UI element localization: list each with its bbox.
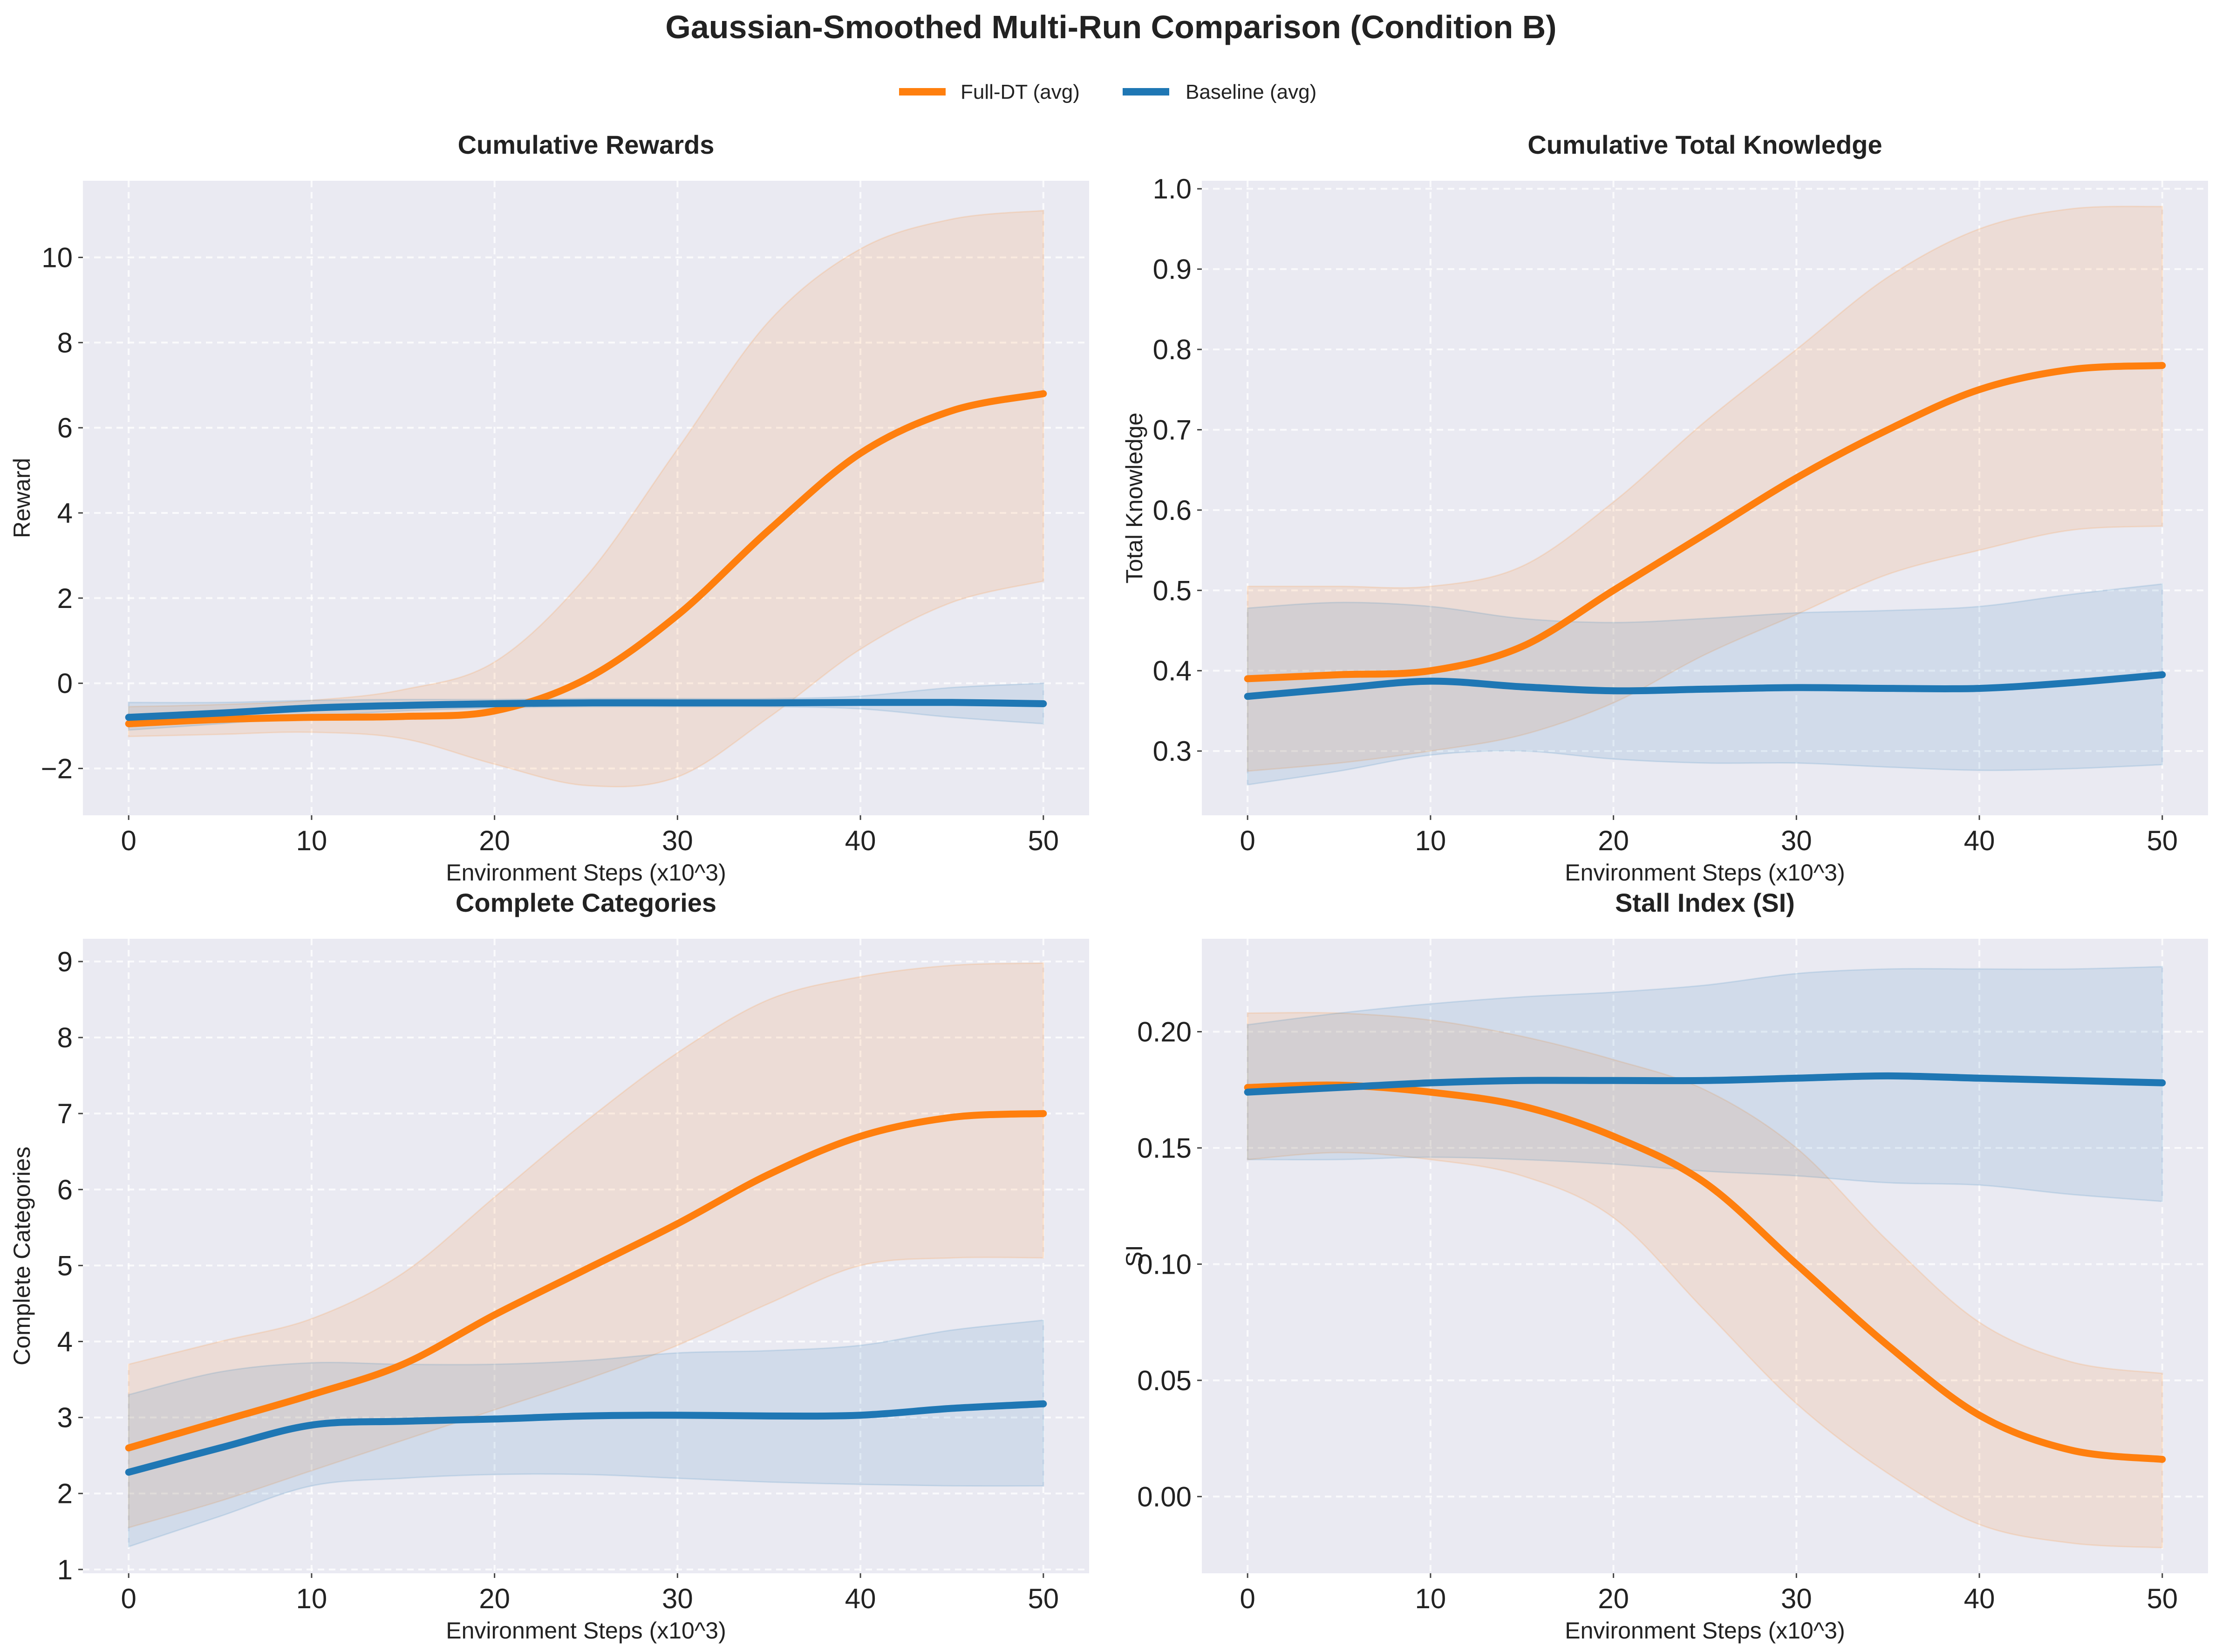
x-tick-label: 30 — [1781, 825, 1812, 856]
y-tick-label: 6 — [57, 412, 73, 444]
y-tick-label: 5 — [57, 1250, 73, 1281]
y-tick-label: 1.0 — [1153, 173, 1192, 205]
y-tick-label: 0.3 — [1153, 736, 1192, 767]
panel-title: Cumulative Rewards — [458, 130, 715, 159]
y-tick-label: 9 — [57, 946, 73, 977]
plot-area — [1202, 181, 2208, 815]
x-tick-label: 50 — [2147, 1583, 2178, 1614]
y-tick-label: 0.20 — [1137, 1017, 1192, 1048]
x-tick-label: 20 — [1598, 825, 1629, 856]
figure-title: Gaussian-Smoothed Multi-Run Comparison (… — [665, 9, 1556, 45]
x-tick-label: 30 — [662, 825, 693, 856]
x-axis-label: Environment Steps (x10^3) — [1565, 860, 1845, 886]
y-tick-label: 0.15 — [1137, 1133, 1192, 1164]
x-tick-label: 40 — [845, 1583, 876, 1614]
x-axis-label: Environment Steps (x10^3) — [446, 1618, 726, 1644]
panel-cumulative-total-knowledge: 0 10 20 30 40 50 0.3 0.4 0.5 0.6 0.7 0.8 0.9 1.0 Cumul… — [1121, 130, 2208, 886]
y-tick-label: 4 — [57, 1326, 73, 1358]
y-tick-label: 3 — [57, 1402, 73, 1434]
confidence-band-fulldt — [1247, 205, 2163, 772]
x-tick-label: 50 — [1028, 825, 1059, 856]
legend-label-baseline: Baseline (avg) — [1186, 81, 1316, 103]
y-tick-label: 8 — [57, 1022, 73, 1053]
y-tick-label: 0.5 — [1153, 575, 1192, 606]
y-tick-label: −2 — [41, 753, 73, 784]
y-tick-label: 8 — [57, 327, 73, 358]
panel-title: Cumulative Total Knowledge — [1527, 130, 1882, 159]
x-tick-label: 0 — [1240, 1583, 1255, 1614]
y-tick-label: 0.00 — [1137, 1481, 1192, 1512]
x-tick-label: 0 — [121, 1583, 136, 1614]
confidence-band-fulldt — [128, 210, 1044, 788]
series-line-baseline — [1244, 671, 2166, 700]
x-tick-label: 40 — [1964, 825, 1995, 856]
y-axis-label: Total Knowledge — [1121, 413, 1147, 584]
panel-title: Stall Index (SI) — [1615, 888, 1795, 917]
y-tick-label: 10 — [41, 242, 73, 273]
x-axis-label: Environment Steps (x10^3) — [1565, 1618, 1845, 1644]
confidence-band-baseline — [128, 1319, 1044, 1548]
series-line-fulldt — [125, 390, 1047, 727]
y-tick-label: 1 — [57, 1554, 73, 1585]
panel-cumulative-rewards: 0 10 20 30 40 50 −2 0 2 4 6 8 10 Cumulative Rewards En… — [9, 130, 1089, 886]
x-axis-label: Environment Steps (x10^3) — [446, 860, 726, 886]
x-tick-label: 10 — [1415, 1583, 1446, 1614]
y-tick-label: 2 — [57, 1478, 73, 1509]
y-tick-label: 7 — [57, 1098, 73, 1129]
panel-stall-index: 0 10 20 30 40 50 0.00 0.05 0.10 0.15 0.20 Stall Ind… — [1121, 888, 2208, 1644]
x-tick-label: 10 — [1415, 825, 1446, 856]
y-tick-label: 0.10 — [1137, 1249, 1192, 1280]
x-tick-label: 50 — [1028, 1583, 1059, 1614]
x-tick-label: 50 — [2147, 825, 2178, 856]
x-tick-label: 30 — [662, 1583, 693, 1614]
confidence-band-fulldt — [1247, 1012, 2163, 1549]
y-tick-label: 2 — [57, 583, 73, 614]
confidence-band-fulldt — [128, 962, 1044, 1529]
x-tick-label: 20 — [479, 825, 510, 856]
y-tick-label: 0.9 — [1153, 254, 1192, 285]
legend-label-fulldt: Full-DT (avg) — [961, 81, 1080, 103]
x-tick-label: 20 — [479, 1583, 510, 1614]
y-tick-label: 0 — [57, 668, 73, 699]
y-axis-label: Reward — [9, 458, 35, 538]
x-tick-label: 0 — [1240, 825, 1255, 856]
x-tick-label: 0 — [121, 825, 136, 856]
confidence-band-baseline — [1247, 966, 2163, 1202]
panel-complete-categories: 0 10 20 30 40 50 1 2 3 4 5 6 7 8 9 Complete Categories E… — [9, 888, 1089, 1644]
series-line-fulldt — [1244, 362, 2166, 683]
x-tick-label: 20 — [1598, 1583, 1629, 1614]
series-line-baseline — [125, 1400, 1047, 1476]
confidence-band-baseline — [128, 683, 1044, 731]
plot-area — [83, 939, 1089, 1573]
series-line-baseline — [1244, 1072, 2166, 1096]
y-tick-label: 0.05 — [1137, 1365, 1192, 1396]
y-tick-label: 4 — [57, 498, 73, 529]
x-tick-label: 40 — [845, 825, 876, 856]
y-tick-label: 0.7 — [1153, 414, 1192, 445]
y-tick-label: 0.8 — [1153, 334, 1192, 365]
x-tick-label: 40 — [1964, 1583, 1995, 1614]
y-axis-label: SI — [1121, 1245, 1147, 1267]
panel-title: Complete Categories — [456, 888, 716, 917]
y-tick-label: 0.6 — [1153, 495, 1192, 526]
legend: Full-DT (avg) Baseline (avg) — [899, 81, 1316, 103]
y-tick-label: 6 — [57, 1174, 73, 1205]
x-tick-label: 30 — [1781, 1583, 1812, 1614]
series-line-baseline — [125, 699, 1047, 721]
x-tick-label: 10 — [296, 825, 327, 856]
series-line-fulldt — [125, 1110, 1047, 1452]
confidence-band-baseline — [1247, 583, 2163, 786]
x-tick-label: 10 — [296, 1583, 327, 1614]
y-tick-label: 0.4 — [1153, 655, 1192, 687]
plot-area — [1202, 939, 2208, 1573]
y-axis-label: Complete Categories — [9, 1147, 35, 1365]
series-line-fulldt — [1244, 1081, 2166, 1463]
